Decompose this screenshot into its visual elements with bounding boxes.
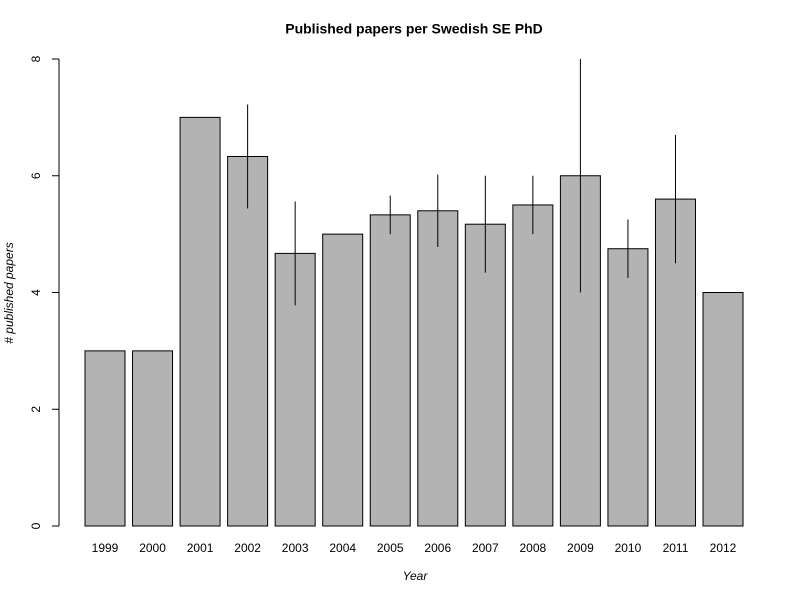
x-tick-label: 2007 <box>472 541 499 555</box>
y-tick-label: 2 <box>29 406 43 413</box>
x-tick-label: 2011 <box>663 541 689 555</box>
x-tick-label: 2012 <box>710 541 737 555</box>
bar <box>702 292 744 527</box>
x-tick-label: 2003 <box>282 541 309 555</box>
bar <box>227 155 269 527</box>
y-tick-label: 0 <box>29 522 43 529</box>
x-tick-label: 2001 <box>187 541 214 555</box>
bar <box>512 204 554 527</box>
chart-title: Published papers per Swedish SE PhD <box>285 21 543 37</box>
y-tick-label: 4 <box>29 289 43 296</box>
bar <box>322 233 364 527</box>
x-tick-label: 2010 <box>615 541 642 555</box>
y-axis-title: # published papers <box>2 242 16 343</box>
x-tick-label: 2009 <box>567 541 594 555</box>
x-tick-label: 2002 <box>234 541 261 555</box>
bar <box>417 210 459 527</box>
bar <box>607 248 649 527</box>
x-tick-label: 2006 <box>424 541 451 555</box>
x-tick-label: 2004 <box>329 541 356 555</box>
bar <box>369 214 411 527</box>
x-tick-label: 2008 <box>520 541 547 555</box>
x-tick-label: 1999 <box>92 541 119 555</box>
bar <box>84 350 126 527</box>
y-tick-label: 8 <box>29 55 43 62</box>
bar <box>179 116 221 527</box>
x-axis-title: Year <box>403 569 429 583</box>
x-tick-label: 2005 <box>377 541 404 555</box>
bar <box>464 223 506 527</box>
bar <box>132 350 174 527</box>
y-tick-label: 6 <box>29 172 43 179</box>
x-tick-label: 2000 <box>139 541 166 555</box>
